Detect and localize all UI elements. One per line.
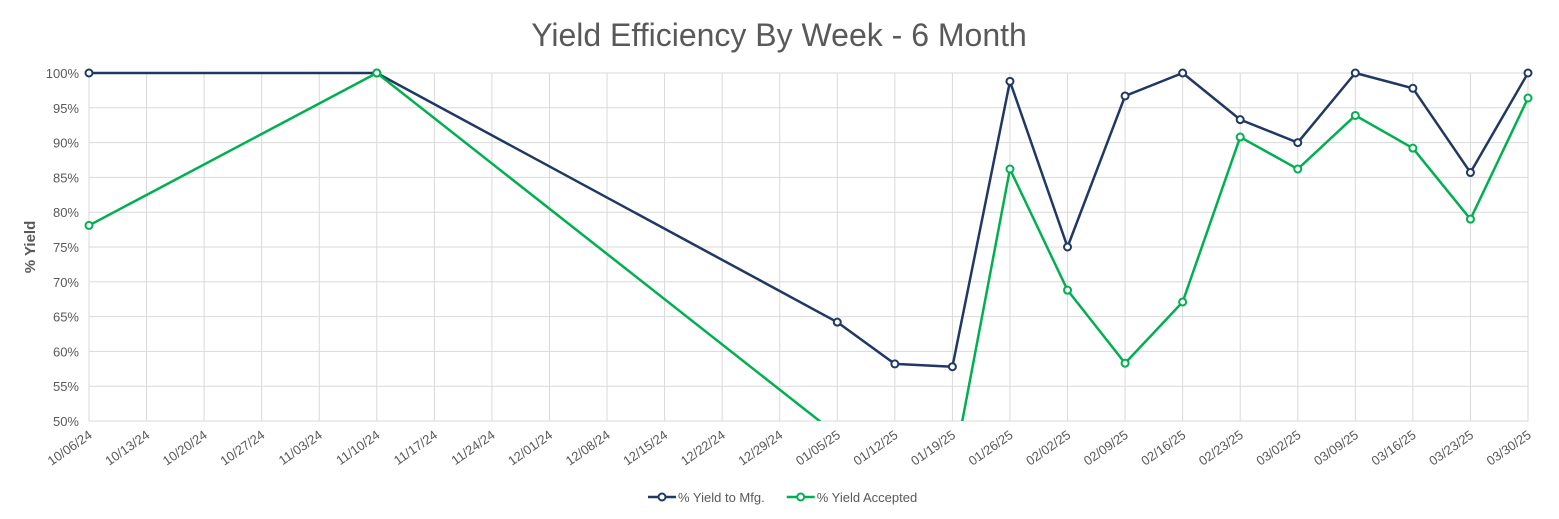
plot-area — [84, 68, 1533, 477]
y-tick-label: 60% — [53, 344, 79, 359]
y-tick-label: 55% — [53, 379, 79, 394]
x-tick-label: 11/03/24 — [276, 427, 325, 468]
data-point — [832, 317, 842, 327]
series-line — [1354, 114, 1414, 150]
data-point — [84, 220, 94, 230]
y-tick-label: 95% — [53, 101, 79, 116]
x-tick-label: 01/26/25 — [966, 427, 1016, 468]
data-point — [1235, 132, 1245, 142]
series-line — [1124, 301, 1184, 365]
data-point — [1005, 164, 1015, 174]
data-point — [891, 452, 898, 459]
y-tick-label: 50% — [53, 414, 79, 429]
y-tick-label: 90% — [53, 136, 79, 151]
x-tick-label: 10/27/24 — [217, 427, 267, 468]
legend-label: % Yield to Mfg. — [678, 490, 765, 505]
series-line — [1124, 71, 1184, 98]
x-tick-label: 11/17/24 — [391, 427, 440, 468]
series-line — [1411, 87, 1472, 174]
series-line — [1008, 168, 1069, 291]
y-tick-label: 85% — [53, 170, 79, 185]
series-line — [961, 168, 1012, 421]
series-line — [376, 72, 822, 421]
data-point — [372, 68, 382, 78]
x-tick-label: 10/13/24 — [102, 427, 152, 468]
x-tick-label: 10/20/24 — [160, 427, 210, 468]
x-tick-label: 10/06/24 — [45, 427, 95, 468]
series-line — [1008, 80, 1069, 248]
y-tick-label: 80% — [53, 205, 79, 220]
data-point — [1523, 68, 1533, 78]
data-point — [890, 359, 900, 369]
series-line — [836, 321, 896, 365]
x-tick-label: 03/02/25 — [1253, 427, 1303, 468]
data-point — [1120, 91, 1130, 101]
data-point — [1408, 83, 1418, 93]
series-line — [376, 71, 838, 324]
data-point — [1178, 297, 1188, 307]
series-line — [1296, 72, 1357, 144]
legend-label: % Yield Accepted — [817, 490, 917, 505]
series-line — [1296, 114, 1357, 170]
x-tick-label: 03/16/25 — [1369, 427, 1419, 468]
data-point — [1523, 93, 1533, 103]
data-point — [1350, 110, 1360, 120]
x-tick-label: 12/29/24 — [735, 427, 785, 468]
series-line — [1239, 118, 1299, 144]
x-tick-label: 12/08/24 — [563, 427, 613, 468]
x-tick-label: 03/23/25 — [1426, 427, 1476, 468]
x-tick-label: 01/05/25 — [793, 427, 843, 468]
series-line — [1354, 71, 1414, 90]
series-line — [1066, 95, 1127, 248]
x-tick-label: 03/09/25 — [1311, 427, 1361, 468]
series-line — [1469, 97, 1530, 220]
y-tick-label: 100% — [46, 66, 80, 81]
data-point — [1235, 115, 1245, 125]
data-point — [1465, 214, 1475, 224]
data-point — [84, 68, 94, 78]
x-tick-label: 11/10/24 — [333, 427, 382, 468]
x-tick-label: 03/30/25 — [1484, 427, 1534, 468]
series-line — [1181, 72, 1241, 121]
x-tick-label: 02/09/25 — [1081, 427, 1131, 468]
y-tick-label: 65% — [53, 310, 79, 325]
y-tick-label: 75% — [53, 240, 79, 255]
x-tick-label: 12/22/24 — [678, 427, 728, 468]
data-point — [1408, 143, 1418, 153]
series-line — [951, 81, 1012, 367]
data-point — [1120, 358, 1130, 368]
x-tick-label: 12/15/24 — [620, 427, 670, 468]
data-point — [1293, 164, 1303, 174]
x-tick-label: 02/23/25 — [1196, 427, 1246, 468]
series-line — [1239, 135, 1299, 171]
series-line — [1411, 147, 1472, 220]
data-point — [1293, 138, 1303, 148]
chart-title: Yield Efficiency By Week - 6 Month — [531, 17, 1027, 53]
data-point — [1178, 68, 1188, 78]
data-point — [947, 362, 957, 372]
x-tick-label: 02/16/25 — [1138, 427, 1188, 468]
x-tick-label: 01/12/25 — [851, 427, 901, 468]
series-line — [1469, 72, 1530, 174]
x-tick-label: 11/24/24 — [448, 427, 497, 468]
data-point — [1465, 168, 1475, 178]
data-point — [949, 470, 956, 477]
series-line — [1181, 136, 1242, 303]
x-tick-label: 01/19/25 — [908, 427, 958, 468]
data-point — [1350, 68, 1360, 78]
x-tick-label: 02/02/25 — [1023, 427, 1073, 468]
legend-marker — [796, 492, 806, 502]
data-point — [1005, 76, 1015, 86]
y-axis-label: % Yield — [22, 221, 39, 274]
data-point — [1063, 285, 1073, 295]
y-tick-label: 70% — [53, 275, 79, 290]
series-line — [88, 71, 378, 227]
series-line — [1066, 289, 1127, 365]
x-tick-label: 12/01/24 — [505, 427, 555, 468]
series-line — [894, 362, 953, 368]
data-point — [1063, 242, 1073, 252]
legend-marker — [657, 492, 667, 502]
